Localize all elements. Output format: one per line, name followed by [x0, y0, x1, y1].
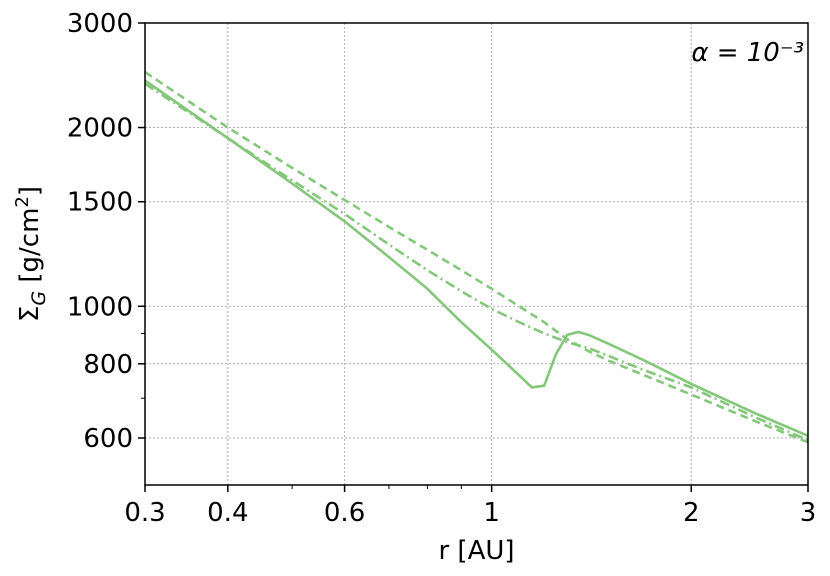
- x-tick-label: 0.3: [124, 498, 165, 528]
- x-tick-label: 2: [683, 498, 700, 528]
- series-dashed-line: [144, 71, 809, 444]
- y-axis-title: ΣG [g/cm2]: [12, 186, 50, 322]
- y-tick-label: 1000: [67, 292, 133, 322]
- x-tick-label: 1: [483, 498, 500, 528]
- plot-frame: [144, 22, 809, 486]
- y-tick-label: 600: [83, 424, 133, 454]
- x-tick-label: 0.4: [207, 498, 248, 528]
- alpha-annotation: α = 10⁻³: [691, 38, 804, 68]
- y-tick-label: 2000: [67, 114, 133, 144]
- series-layer: [144, 71, 809, 444]
- series-solid-line: [144, 79, 809, 437]
- x-tick-label: 0.6: [324, 498, 365, 528]
- x-axis-title: r [AU]: [438, 536, 514, 566]
- x-tick-label: 3: [800, 498, 817, 528]
- y-tick-label: 3000: [67, 9, 133, 39]
- y-tick-label: 800: [83, 350, 133, 380]
- ticks: 0.3 0.4 0.6 1 2 3 600 800 1000 1500 2000 3000: [67, 9, 816, 528]
- series-dashdot-line: [144, 82, 809, 442]
- grid: [144, 22, 809, 485]
- y-tick-label: 1500: [67, 188, 133, 218]
